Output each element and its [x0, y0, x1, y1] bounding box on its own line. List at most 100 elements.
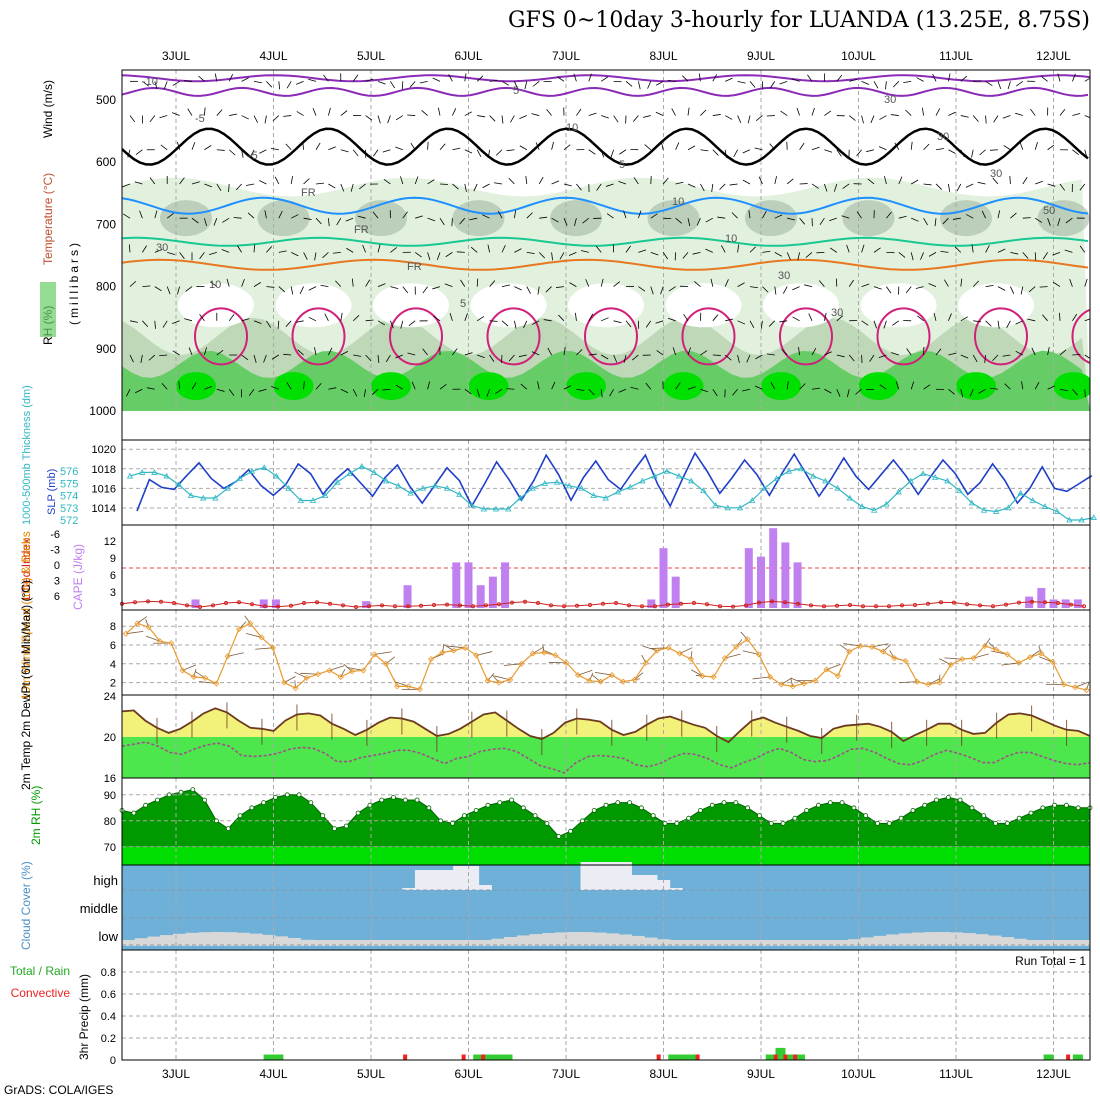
rh-marker — [745, 805, 751, 811]
upper-wind-barb — [237, 245, 242, 253]
thickness-marker — [1041, 503, 1049, 509]
upper-wind-barb — [142, 285, 151, 287]
contour-label: 30 — [884, 94, 896, 106]
surface-wind-barb — [548, 661, 567, 664]
upper-wind-barb — [799, 217, 806, 225]
upper-wind-barb — [595, 245, 602, 253]
upper-wind-barb — [884, 176, 887, 185]
upper-wind-barb — [618, 388, 627, 393]
upper-wind-barb — [576, 108, 582, 116]
upper-wind-barb — [464, 313, 468, 321]
upper-wind-barb — [895, 381, 900, 390]
lifted-index-marker — [1004, 602, 1008, 607]
upper-wind-barb — [459, 217, 466, 225]
low-cloud-bar — [695, 940, 709, 946]
upper-wind-barb — [308, 78, 317, 82]
upper-wind-barb — [933, 312, 937, 321]
upper-wind-barb — [992, 354, 999, 362]
lifted-index-marker — [445, 602, 449, 607]
upper-wind-barb — [161, 383, 168, 390]
upper-wind-barb — [675, 142, 680, 150]
lifted-index-marker — [1056, 601, 1060, 605]
thickness-marker — [1054, 508, 1061, 514]
upper-wind-barb — [960, 149, 965, 158]
upper-wind-barb — [997, 286, 1006, 291]
contour-label: -10 — [142, 76, 158, 88]
upper-wind-barb — [911, 217, 919, 222]
upper-wind-barb — [514, 81, 518, 89]
upper-wind-barb — [129, 280, 137, 287]
precip-convective-legend: Convective — [11, 986, 71, 1000]
cloud-level-label: middle — [80, 901, 118, 916]
upper-wind-barb — [910, 381, 915, 390]
isotherm-5 — [122, 196, 1089, 215]
upper-wind-barb — [848, 115, 856, 121]
upper-wind-barb — [886, 286, 892, 294]
upper-wind-barb — [725, 115, 733, 120]
upper-wind-barb — [1072, 73, 1076, 82]
rh-marker — [426, 805, 432, 811]
upper-wind-barb — [711, 183, 714, 192]
upper-wind-barb — [687, 107, 690, 116]
wind-speed-marker — [676, 650, 683, 657]
upper-wind-barb — [401, 81, 404, 90]
wind-speed-marker — [145, 624, 152, 631]
upper-wind-barb — [997, 320, 1000, 329]
low-cloud-bar — [669, 940, 683, 946]
upper-wind-barb — [328, 387, 337, 390]
lifted-index-marker — [926, 601, 930, 606]
upper-wind-barb — [253, 282, 261, 287]
lifted-index-marker — [900, 603, 904, 608]
upper-wind-barb — [452, 348, 458, 356]
upper-wind-barb — [514, 210, 517, 219]
wind-speed-marker — [416, 686, 423, 693]
upper-wind-barb — [286, 81, 292, 89]
upper-wind-barb — [372, 211, 379, 219]
upper-wind-barb — [737, 80, 746, 84]
lifted-index-marker — [458, 603, 462, 608]
upper-wind-barb — [543, 319, 552, 322]
low-cloud-bar — [707, 940, 722, 946]
upper-wind-barb — [501, 320, 509, 327]
thickness-tick-label: 572 — [60, 515, 78, 527]
surface-wind-barb — [642, 645, 658, 652]
upper-wind-barb — [861, 320, 869, 326]
low-cloud-bar — [414, 940, 429, 946]
upper-wind-barb — [315, 383, 322, 390]
upper-wind-barb — [724, 149, 727, 158]
upper-wind-barb — [675, 217, 682, 224]
upper-wind-barb — [501, 115, 504, 124]
upper-wind-barb — [382, 388, 391, 391]
upper-wind-barb — [1059, 349, 1067, 356]
upper-wind-barb — [414, 176, 419, 185]
precip-total-bar — [678, 1054, 688, 1060]
upper-wind-barb — [210, 281, 218, 287]
upper-wind-barb — [700, 149, 709, 152]
upper-wind-barb — [537, 381, 540, 390]
upper-wind-barb — [724, 279, 729, 287]
lifted-index-marker — [614, 601, 618, 605]
upper-wind-barb — [407, 114, 416, 116]
upper-wind-barb — [985, 81, 993, 87]
thickness-marker — [968, 499, 975, 506]
upper-wind-barb — [277, 320, 280, 329]
upper-wind-barb — [948, 149, 956, 154]
upper-wind-barb — [606, 213, 614, 219]
upper-wind-barb — [824, 351, 832, 356]
upper-wind-barb — [997, 248, 1006, 253]
thickness-marker — [700, 487, 707, 494]
upper-wind-barb — [781, 349, 788, 356]
wind-speed-marker — [1026, 654, 1034, 661]
rh-marker — [934, 797, 939, 803]
low-cloud-bar — [160, 935, 174, 946]
upper-wind-barb — [932, 73, 937, 82]
rh-marker — [532, 813, 538, 818]
high-cloud-bar — [427, 870, 441, 890]
upper-wind-barb — [870, 115, 875, 124]
upper-wind-barb — [960, 354, 969, 359]
wind-speed-marker — [371, 651, 378, 658]
upper-wind-barb — [1039, 286, 1048, 288]
slp-tick-label: 1020 — [92, 444, 116, 456]
thickness-tick-label: 574 — [60, 491, 78, 503]
thickness-marker — [431, 482, 439, 489]
